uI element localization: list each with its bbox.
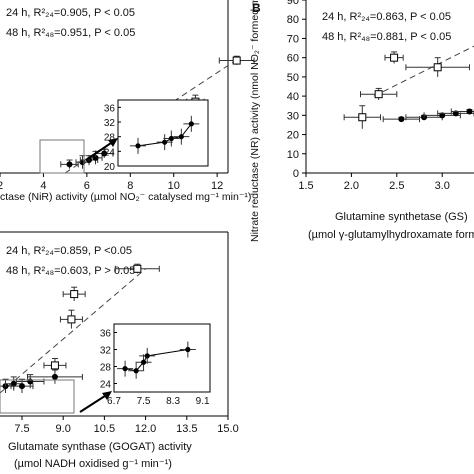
bl-point-24h: [51, 362, 58, 369]
tl-point-24h: [233, 57, 240, 64]
b-y-tick-label: 0: [293, 168, 299, 180]
b-y-tick-label: 40: [287, 91, 299, 103]
bl-inset-x-tick-label: 6.7: [107, 396, 121, 407]
bl-inset-frame: [114, 324, 210, 392]
bl-x-tick-label: 13.5: [176, 423, 197, 435]
b-y-tick-label: 20: [287, 130, 299, 142]
bl-inset-point: [141, 360, 146, 365]
bl-legend-48h: 48 h, R²₄₈=0.603, P > 0.05: [6, 265, 135, 277]
tl-point-48h: [66, 161, 72, 167]
bl-inset-y-tick-label: 24: [100, 380, 112, 391]
tl-inset: 36 32 28 24 20: [104, 100, 208, 173]
b-y-ticks: 0 10 20 30 40 50 60 70 80 90: [287, 0, 306, 180]
bl-point-24h: [68, 316, 75, 323]
tl-inset-y-tick-label: 36: [104, 103, 116, 114]
b-legend-48h: 48 h, R²₄₈=0.881, P < 0.05: [322, 31, 451, 43]
bl-point-48h: [19, 383, 25, 389]
b-y-axis-label: Nitrate reductase (NR) activity (nmol NO…: [249, 0, 261, 242]
bl-zoom-arrow: [80, 394, 108, 412]
tl-inset-y-tick-label: 32: [104, 118, 116, 129]
b-y-tick-label: 80: [287, 14, 299, 26]
b-x-axis-label: Glutamine synthetase (GS): [335, 211, 468, 223]
panel-bottom-left: 7.5 9.0 10.5 12.0 13.5 15.0 24 h, R²₂₄=0.859,…: [0, 232, 239, 470]
bl-inset: 36 32 28 24 6.7 7.5 8.3 9.1: [100, 324, 210, 407]
bl-x-axis-label: Glutamate synthase (GOGAT) activity: [8, 441, 192, 453]
bl-inset-y-tick-label: 36: [100, 329, 112, 340]
tl-inset-point: [162, 140, 167, 145]
bl-point-48h: [27, 379, 33, 385]
panel-top-left: 24681012 24 h, R²₂₄=0.905, P < 0.05 48 h…: [0, 0, 254, 203]
tl-inset-point: [169, 136, 174, 141]
b-y-tick-label: 60: [287, 53, 299, 65]
tl-x-ticks: 2 4 6 8 10 12: [0, 173, 223, 192]
b-data-marks: [344, 52, 474, 129]
tl-inset-point: [135, 143, 140, 148]
tl-zoom-box: [40, 140, 84, 173]
b-point-24h: [391, 54, 398, 61]
tl-inset-y-tick-label: 20: [104, 162, 116, 173]
tl-x-axis-label: ctase (NiR) activity (µmol NO₂⁻ catalyse…: [0, 191, 251, 203]
b-x-tick-label: 1.5: [298, 180, 313, 192]
b-x-tick-label: 2.5: [389, 180, 404, 192]
b-y-tick-label: 70: [287, 33, 299, 45]
bl-inset-y-tick-label: 32: [100, 346, 112, 357]
bl-inset-y-tick-label: 28: [100, 363, 112, 374]
b-trendline-segment: [374, 46, 474, 96]
bl-x-tick-label: 7.5: [14, 423, 29, 435]
bl-inset-x-tick-label: 8.3: [166, 396, 180, 407]
bl-inset-point: [185, 347, 190, 352]
bl-legend-24h: 24 h, R²₂₄=0.859, P <0.05: [6, 245, 132, 257]
tl-inset-y-tick-label: 28: [104, 133, 116, 144]
bl-x-tick-label: 10.5: [94, 423, 115, 435]
b-point-24h: [434, 64, 441, 71]
bl-x-tick-label: 12.0: [135, 423, 156, 435]
tl-inset-point: [189, 121, 194, 126]
tl-inset-frame: [118, 100, 208, 166]
b-point-24h: [359, 114, 366, 121]
bl-inset-point: [145, 353, 150, 358]
bl-point-24h: [71, 291, 78, 298]
b-point-48h: [466, 108, 472, 114]
b-x-tick-label: 3.0: [435, 180, 450, 192]
b-point-24h: [375, 91, 382, 98]
tl-inset-point: [179, 134, 184, 139]
b-y-tick-label: 10: [287, 149, 299, 161]
bl-inset-point: [122, 366, 127, 371]
b-y-tick-label: 50: [287, 72, 299, 84]
b-y-tick-label: 90: [287, 0, 299, 7]
b-x-axis-label-units: (µmol γ-glutamylhydroxamate form: [308, 229, 474, 241]
bl-point-24h: [134, 265, 141, 272]
panel-b: B 0102030405060708090 1.5 2.0 2.5 3.0 24 h,…: [249, 0, 474, 242]
bl-inset-x-tick-label: 7.5: [137, 396, 151, 407]
b-y-tick-label: 30: [287, 110, 299, 122]
b-point-48h: [398, 116, 404, 122]
bl-x-tick-label: 15.0: [217, 423, 238, 435]
bl-x-axis-label-units: (µmol NADH oxidised g⁻¹ min⁻¹): [14, 458, 172, 470]
bl-point-48h: [52, 374, 58, 380]
tl-legend-24h: 24 h, R²₂₄=0.905, P < 0.05: [6, 7, 135, 19]
b-x-ticks: 1.5 2.0 2.5 3.0: [298, 173, 450, 192]
b-trendline: [374, 46, 474, 96]
bl-x-tick-label: 9.0: [56, 423, 71, 435]
bl-x-ticks: 7.5 9.0 10.5 12.0 13.5 15.0: [14, 416, 238, 435]
tl-inset-y-tick-label: 24: [104, 147, 116, 158]
bl-inset-x-ticks: 6.7 7.5 8.3 9.1: [107, 396, 210, 407]
b-x-tick-label: 2.0: [344, 180, 359, 192]
bl-inset-point: [134, 368, 139, 373]
b-legend-24h: 24 h, R²₂₄=0.863, P < 0.05: [322, 11, 451, 23]
bl-inset-x-tick-label: 9.1: [196, 396, 210, 407]
tl-legend-48h: 48 h, R²₄₈=0.951, P < 0.05: [6, 27, 135, 39]
